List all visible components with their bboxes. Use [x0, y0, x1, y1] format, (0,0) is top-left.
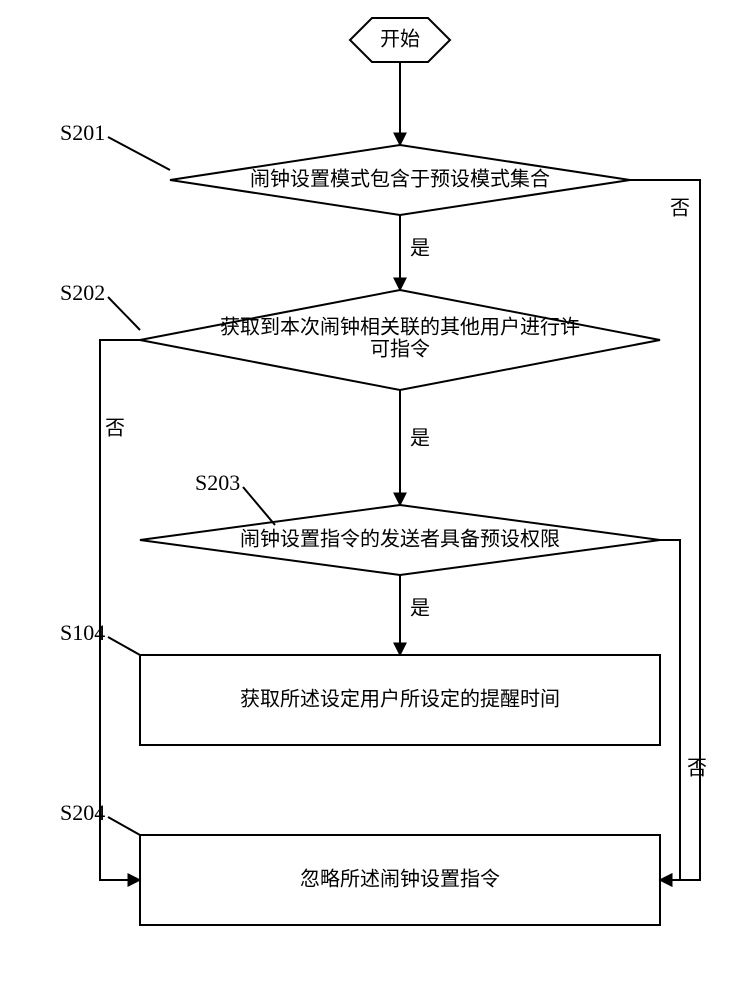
leader-line: [108, 297, 140, 330]
process-text: 忽略所述闹钟设置指令: [300, 868, 500, 891]
decision-text: 可指令: [370, 338, 430, 361]
step-label-s202: S202: [60, 280, 105, 305]
edge-label: 否: [687, 758, 707, 780]
step-label-s104: S104: [60, 620, 105, 645]
edge-label: 否: [670, 198, 690, 220]
start-label: 开始: [380, 28, 420, 51]
edge-label: 否: [105, 418, 125, 440]
decision-text: 闹钟设置模式包含于预设模式集合: [250, 168, 550, 191]
process-text: 获取所述设定用户所设定的提醒时间: [240, 688, 560, 711]
leader-line: [108, 817, 140, 835]
step-label-s203: S203: [195, 470, 240, 495]
edge-label: 是: [410, 428, 430, 450]
decision-text: 获取到本次闹钟相关联的其他用户进行许: [220, 316, 580, 339]
step-label-s201: S201: [60, 120, 105, 145]
edge-label: 是: [410, 598, 430, 620]
decision-text: 闹钟设置指令的发送者具备预设权限: [240, 528, 560, 551]
step-label-s204: S204: [60, 800, 105, 825]
leader-line: [108, 637, 140, 655]
leader-line: [243, 487, 275, 525]
edge: [660, 540, 680, 880]
leader-line: [108, 137, 170, 170]
edge-label: 是: [410, 238, 430, 260]
flowchart: 开始闹钟设置模式包含于预设模式集合获取到本次闹钟相关联的其他用户进行许可指令闹钟…: [0, 0, 735, 1000]
